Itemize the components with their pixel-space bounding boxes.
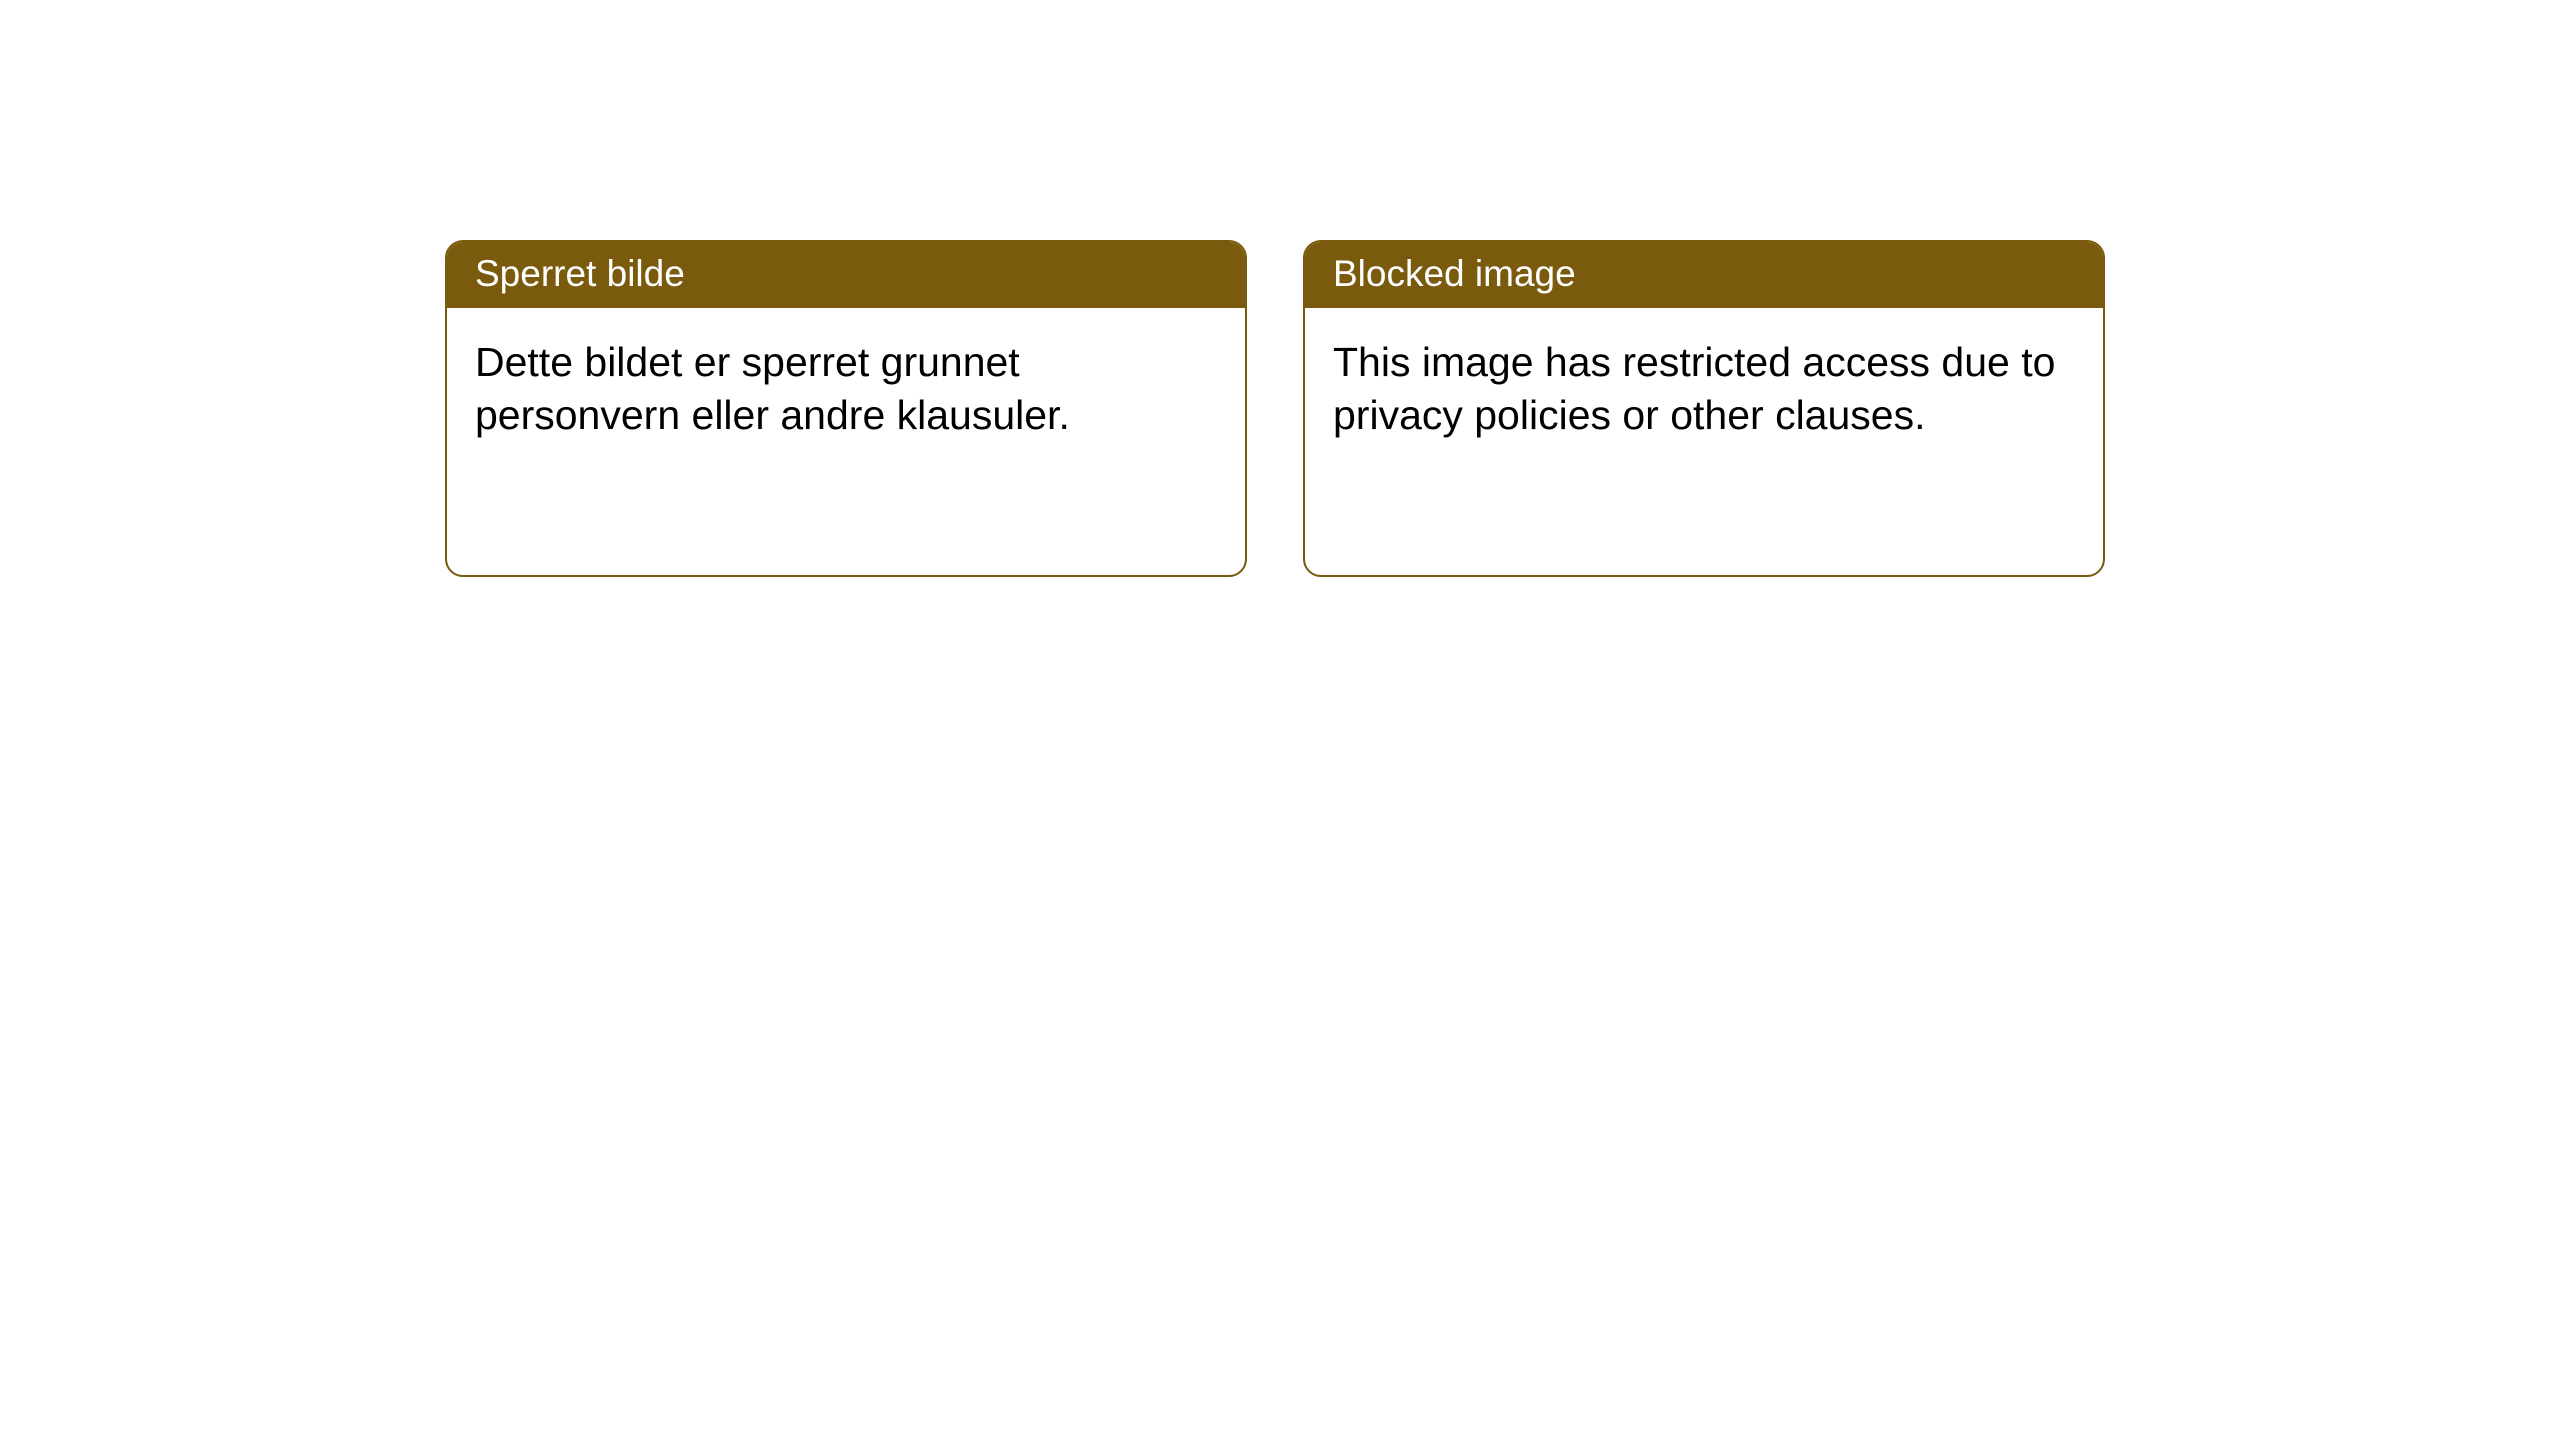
notice-card-english: Blocked image This image has restricted … [1303,240,2105,577]
card-header: Sperret bilde [447,242,1245,308]
notice-card-norwegian: Sperret bilde Dette bildet er sperret gr… [445,240,1247,577]
card-title: Sperret bilde [475,253,685,294]
card-body: Dette bildet er sperret grunnet personve… [447,308,1245,469]
notice-cards-container: Sperret bilde Dette bildet er sperret gr… [445,240,2105,577]
card-body-text: Dette bildet er sperret grunnet personve… [475,339,1070,437]
card-body-text: This image has restricted access due to … [1333,339,2055,437]
card-body: This image has restricted access due to … [1305,308,2103,469]
card-title: Blocked image [1333,253,1576,294]
card-header: Blocked image [1305,242,2103,308]
